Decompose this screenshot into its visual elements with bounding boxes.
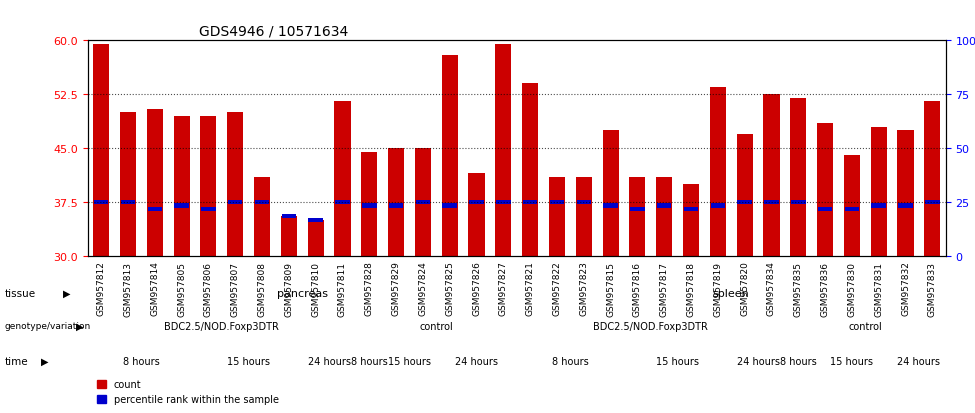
Bar [254,200,269,204]
Text: 24 hours: 24 hours [736,356,780,366]
Bar [683,207,698,212]
Text: 8 hours: 8 hours [552,356,589,366]
Text: BDC2.5/NOD.Foxp3DTR: BDC2.5/NOD.Foxp3DTR [165,321,279,331]
Bar [147,207,162,212]
Bar [630,207,644,212]
Text: control: control [419,321,453,331]
Bar [308,218,323,223]
Text: control: control [848,321,882,331]
Bar [442,56,457,256]
Bar [362,204,376,208]
Bar [228,200,243,204]
Bar [254,177,270,256]
Text: 8 hours: 8 hours [123,356,160,366]
Bar [630,177,645,256]
Text: ▶: ▶ [41,356,49,366]
Bar [175,204,189,208]
Text: 8 hours: 8 hours [780,356,817,366]
Bar [737,134,753,256]
Bar [227,113,244,256]
Bar [764,200,779,204]
Text: time: time [5,356,28,366]
Text: spleen: spleen [713,288,750,298]
Text: 15 hours: 15 hours [388,356,431,366]
Text: 15 hours: 15 hours [656,356,699,366]
Legend: count, percentile rank within the sample: count, percentile rank within the sample [93,375,283,408]
Bar [388,149,404,256]
Text: ▶: ▶ [76,321,84,331]
Text: ▶: ▶ [63,288,71,298]
Bar [763,95,780,256]
Bar [710,88,725,256]
Bar [818,207,833,212]
Bar [523,84,538,256]
Bar [94,200,108,204]
Bar [282,214,296,219]
Bar [924,102,940,256]
Bar [94,45,109,256]
Bar [843,156,860,256]
Bar [443,204,457,208]
Bar [174,116,189,256]
Bar [790,99,806,256]
Bar [549,177,566,256]
Bar [575,177,592,256]
Bar [925,200,940,204]
Bar [415,200,430,204]
Text: 15 hours: 15 hours [227,356,270,366]
Bar [844,207,859,212]
Bar [523,200,537,204]
Bar [468,174,485,256]
Bar [897,131,914,256]
Text: 24 hours: 24 hours [307,356,351,366]
Bar [576,200,591,204]
Text: tissue: tissue [5,288,36,298]
Bar [389,204,404,208]
Bar [147,109,163,256]
Bar [872,204,886,208]
Bar [550,200,565,204]
Bar [603,131,619,256]
Bar [871,127,887,256]
Bar [495,45,511,256]
Bar [308,220,324,256]
Bar [711,204,725,208]
Bar [201,116,216,256]
Bar [682,185,699,256]
Bar [898,204,913,208]
Bar [604,204,618,208]
Bar [496,200,511,204]
Text: 8 hours: 8 hours [351,356,388,366]
Text: pancreas: pancreas [277,288,328,298]
Text: BDC2.5/NOD.Foxp3DTR: BDC2.5/NOD.Foxp3DTR [594,321,708,331]
Text: genotype/variation: genotype/variation [5,321,91,330]
Bar [656,177,673,256]
Bar [335,200,350,204]
Text: 24 hours: 24 hours [897,356,941,366]
Bar [791,200,805,204]
Bar [120,113,136,256]
Bar [657,204,672,208]
Bar [281,217,296,256]
Text: 24 hours: 24 hours [455,356,498,366]
Bar [361,152,377,256]
Bar [121,200,136,204]
Text: 15 hours: 15 hours [831,356,874,366]
Bar [817,123,833,256]
Bar [334,102,350,256]
Bar [201,207,215,212]
Text: GDS4946 / 10571634: GDS4946 / 10571634 [199,25,348,39]
Bar [737,200,752,204]
Bar [469,200,484,204]
Bar [414,149,431,256]
